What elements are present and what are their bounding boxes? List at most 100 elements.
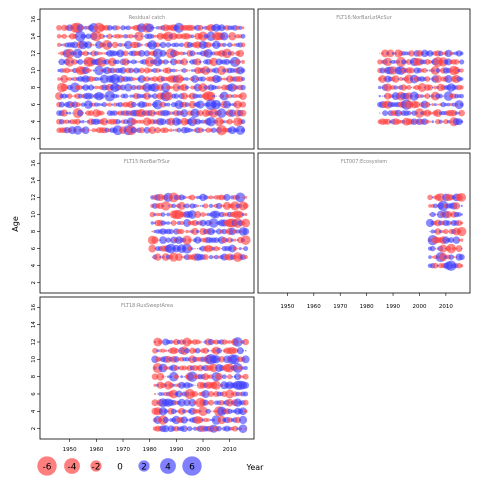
residual-bubble [196,204,200,208]
residual-bubble [166,243,176,254]
residual-bubble [216,347,222,354]
residual-bubble [428,111,432,116]
y-tick-label: 4 [31,409,37,413]
residual-bubble [82,84,89,91]
residual-bubble [144,57,155,67]
residual-bubble [232,246,238,251]
residual-bubble [196,100,205,109]
residual-bubble [217,102,221,107]
residual-bubble [453,59,460,65]
residual-bubble [229,196,231,198]
residual-bubble [100,117,109,126]
residual-bubble [156,193,165,202]
residual-bubble [165,67,172,74]
residual-bubble [432,203,438,209]
residual-bubble [148,126,157,134]
residual-bubble [195,195,200,200]
residual-bubble [89,43,93,47]
residual-bubble [135,77,138,81]
panel-title: FLT18:RusSweptArea [121,303,173,309]
residual-bubble [242,338,249,346]
residual-bubble [219,91,229,101]
residual-bubble [459,68,464,73]
residual-bubble [181,68,187,73]
residual-bubble [239,61,242,63]
residual-bubble [395,119,401,125]
residual-bubble [187,246,193,252]
residual-bubble [417,93,422,99]
residual-bubble [165,42,171,48]
residual-bubble [169,111,173,115]
residual-bubble [202,373,210,381]
residual-bubble [225,389,235,399]
residual-bubble [439,244,448,253]
residual-bubble [221,228,228,235]
residual-bubble [238,374,243,379]
y-tick-label: 12 [31,194,37,201]
residual-bubble [242,203,249,209]
residual-bubble [185,418,189,422]
residual-bubble [126,60,131,64]
residual-bubble [110,74,120,84]
residual-bubble [177,398,186,407]
residual-bubble [434,228,442,235]
x-tick-label: 1950 [280,304,294,310]
residual-bubble [436,103,439,106]
residual-bubble [150,83,160,92]
residual-bubble [459,85,464,90]
residual-bubble [209,108,219,118]
residual-bubble [151,236,159,244]
residual-bubble [381,95,384,97]
residual-bubble [203,417,208,423]
residual-bubble [64,67,70,74]
residual-bubble [150,34,155,39]
residual-bubble [77,109,84,117]
residual-bubble [190,108,200,118]
residual-bubble [155,68,161,73]
residual-bubble [378,85,382,90]
residual-bubble [212,401,215,404]
residual-bubble [151,399,159,407]
residual-bubble [60,43,63,47]
residual-bubble [413,101,421,108]
residual-bubble [410,86,413,89]
residual-bubble [239,341,242,343]
residual-bubble [214,85,219,90]
residual-bubble [226,35,228,37]
residual-bubble [211,99,221,110]
residual-bubble [216,426,222,432]
residual-bubble [180,83,188,92]
panel-frame [39,296,255,440]
residual-bubble [159,41,167,49]
legend-bubble [90,460,102,472]
panel-frame [39,8,255,150]
residual-bubble [217,85,221,90]
residual-bubble [197,417,204,423]
residual-bubble [131,77,136,81]
residual-bubble [242,349,244,352]
x-tick-label: 2000 [196,447,210,453]
residual-bubble [71,112,73,114]
residual-bubble [183,230,185,233]
residual-bubble [243,365,248,371]
residual-bubble [173,50,180,57]
residual-bubble [379,112,381,114]
residual-bubble [446,243,457,254]
residual-bubble [153,392,157,396]
residual-bubble [458,109,465,117]
residual-bubble [167,128,170,132]
residual-bubble [456,212,462,217]
residual-bubble [222,42,227,48]
residual-bubble [212,94,216,98]
residual-bubble [80,33,86,39]
residual-bubble [437,50,444,57]
residual-bubble [240,84,246,91]
residual-bubble [155,212,160,217]
residual-bubble [217,247,221,251]
residual-bubble [459,59,465,65]
y-tick-label: 6 [31,392,37,396]
residual-bubble [68,68,72,73]
residual-bubble [173,365,180,371]
residual-bubble [221,350,223,352]
residual-bubble [170,408,177,415]
